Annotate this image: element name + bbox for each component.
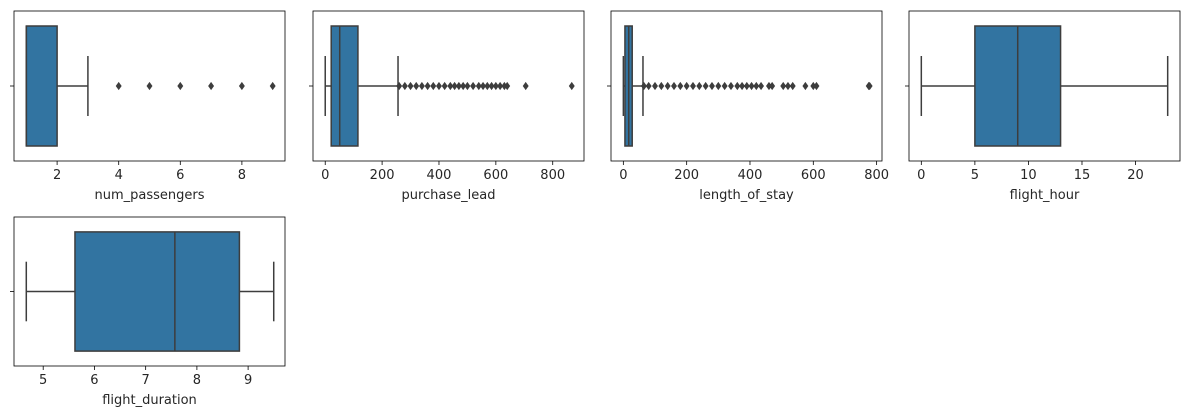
- outlier-point: [401, 81, 408, 91]
- outlier-point: [739, 81, 746, 91]
- x-tick-label: 15: [1074, 168, 1091, 183]
- outlier-point: [664, 81, 671, 91]
- x-tick-label: 20: [1127, 168, 1144, 183]
- outlier-point: [492, 81, 499, 91]
- x-tick-label: 8: [193, 373, 201, 388]
- iqr-box: [25, 25, 58, 147]
- outlier-point: [789, 81, 796, 91]
- outlier-point: [709, 81, 715, 91]
- outlier-point: [866, 81, 873, 91]
- chart-panel-flight_duration: 5 6 7 8 9 flight_duration: [10, 216, 286, 408]
- x-tick-label: 8: [238, 168, 246, 183]
- outlier-point: [484, 81, 491, 91]
- outlier-point: [488, 81, 495, 91]
- x-tick-label: 800: [864, 168, 889, 183]
- x-tick-label: 7: [142, 373, 150, 388]
- x-axis-label: flight_hour: [1010, 188, 1080, 203]
- chart-panel-length_of_stay: 0 200 400 600 800 length_of_stay: [607, 10, 889, 203]
- outlier-point: [734, 81, 741, 91]
- outlier-point: [683, 81, 690, 91]
- outlier-point: [652, 81, 658, 91]
- x-axis-label: flight_duration: [102, 393, 197, 408]
- outlier-point: [721, 81, 728, 91]
- outlier-point: [418, 81, 425, 91]
- outlier-point: [146, 81, 153, 91]
- outlier-point: [748, 81, 755, 91]
- outlier-point: [696, 81, 703, 91]
- chart-panel-num_passengers: 2 4 6 8 num_passengers: [10, 10, 286, 203]
- outlier-point: [785, 81, 791, 91]
- x-tick-label: 0: [619, 168, 627, 183]
- outlier-point: [177, 81, 184, 91]
- outlier-point: [504, 81, 511, 91]
- outlier-point: [396, 81, 403, 91]
- x-axis-label: purchase_lead: [401, 188, 495, 203]
- outlier-point: [464, 81, 471, 91]
- outlier-point: [671, 81, 677, 91]
- outlier-point: [269, 81, 276, 91]
- outlier-point: [447, 81, 454, 91]
- outlier-point: [645, 81, 652, 91]
- x-tick-label: 600: [801, 168, 826, 183]
- outlier-point: [658, 81, 665, 91]
- x-tick-label: 9: [244, 373, 252, 388]
- x-tick-label: 2: [53, 168, 61, 183]
- outlier-point: [480, 81, 487, 91]
- outlier-point: [715, 81, 722, 91]
- outlier-point: [413, 81, 420, 91]
- outlier-point: [497, 81, 504, 91]
- x-tick-label: 0: [917, 168, 925, 183]
- outlier-point: [460, 81, 467, 91]
- outlier-point: [470, 81, 477, 91]
- x-tick-label: 800: [540, 168, 565, 183]
- outlier-point: [451, 81, 458, 91]
- x-axis-label: length_of_stay: [699, 188, 794, 203]
- outlier-point: [728, 81, 734, 91]
- outlier-point: [758, 81, 765, 91]
- outlier-point: [568, 81, 575, 91]
- outlier-point: [238, 81, 245, 91]
- outlier-point: [753, 81, 760, 91]
- x-tick-label: 6: [176, 168, 184, 183]
- outlier-point: [455, 81, 462, 91]
- outlier-point: [436, 81, 442, 91]
- outlier-point: [522, 81, 529, 91]
- x-tick-label: 600: [483, 168, 508, 183]
- x-tick-label: 6: [90, 373, 98, 388]
- x-tick-label: 4: [115, 168, 123, 183]
- outlier-point: [702, 81, 709, 91]
- outlier-point: [475, 81, 482, 91]
- outlier-point: [407, 81, 414, 91]
- x-tick-label: 5: [971, 168, 979, 183]
- outlier-point: [780, 81, 787, 91]
- x-tick-label: 400: [738, 168, 763, 183]
- x-tick-label: 0: [321, 168, 329, 183]
- outlier-point: [208, 81, 215, 91]
- outlier-point: [802, 81, 809, 91]
- outlier-point: [640, 81, 647, 91]
- outlier-point: [813, 81, 820, 91]
- outlier-point: [677, 81, 684, 91]
- chart-panel-purchase_lead: 0 200 400 600 800 purchase_lead: [309, 10, 585, 203]
- iqr-box: [74, 231, 241, 352]
- x-tick-label: 5: [39, 373, 47, 388]
- x-axis-label: num_passengers: [94, 188, 204, 203]
- x-tick-label: 200: [674, 168, 699, 183]
- x-tick-label: 200: [370, 168, 395, 183]
- x-tick-label: 400: [427, 168, 452, 183]
- outlier-point: [769, 81, 776, 91]
- outlier-point: [115, 81, 122, 91]
- iqr-box: [330, 25, 359, 147]
- outlier-point: [424, 81, 431, 91]
- outlier-point: [441, 81, 448, 91]
- outlier-point: [430, 81, 437, 91]
- x-tick-label: 10: [1020, 168, 1037, 183]
- chart-panel-flight_hour: 0 5 10 15 20 flight_hour: [905, 10, 1181, 203]
- outlier-point: [743, 81, 750, 91]
- outlier-point: [690, 81, 696, 91]
